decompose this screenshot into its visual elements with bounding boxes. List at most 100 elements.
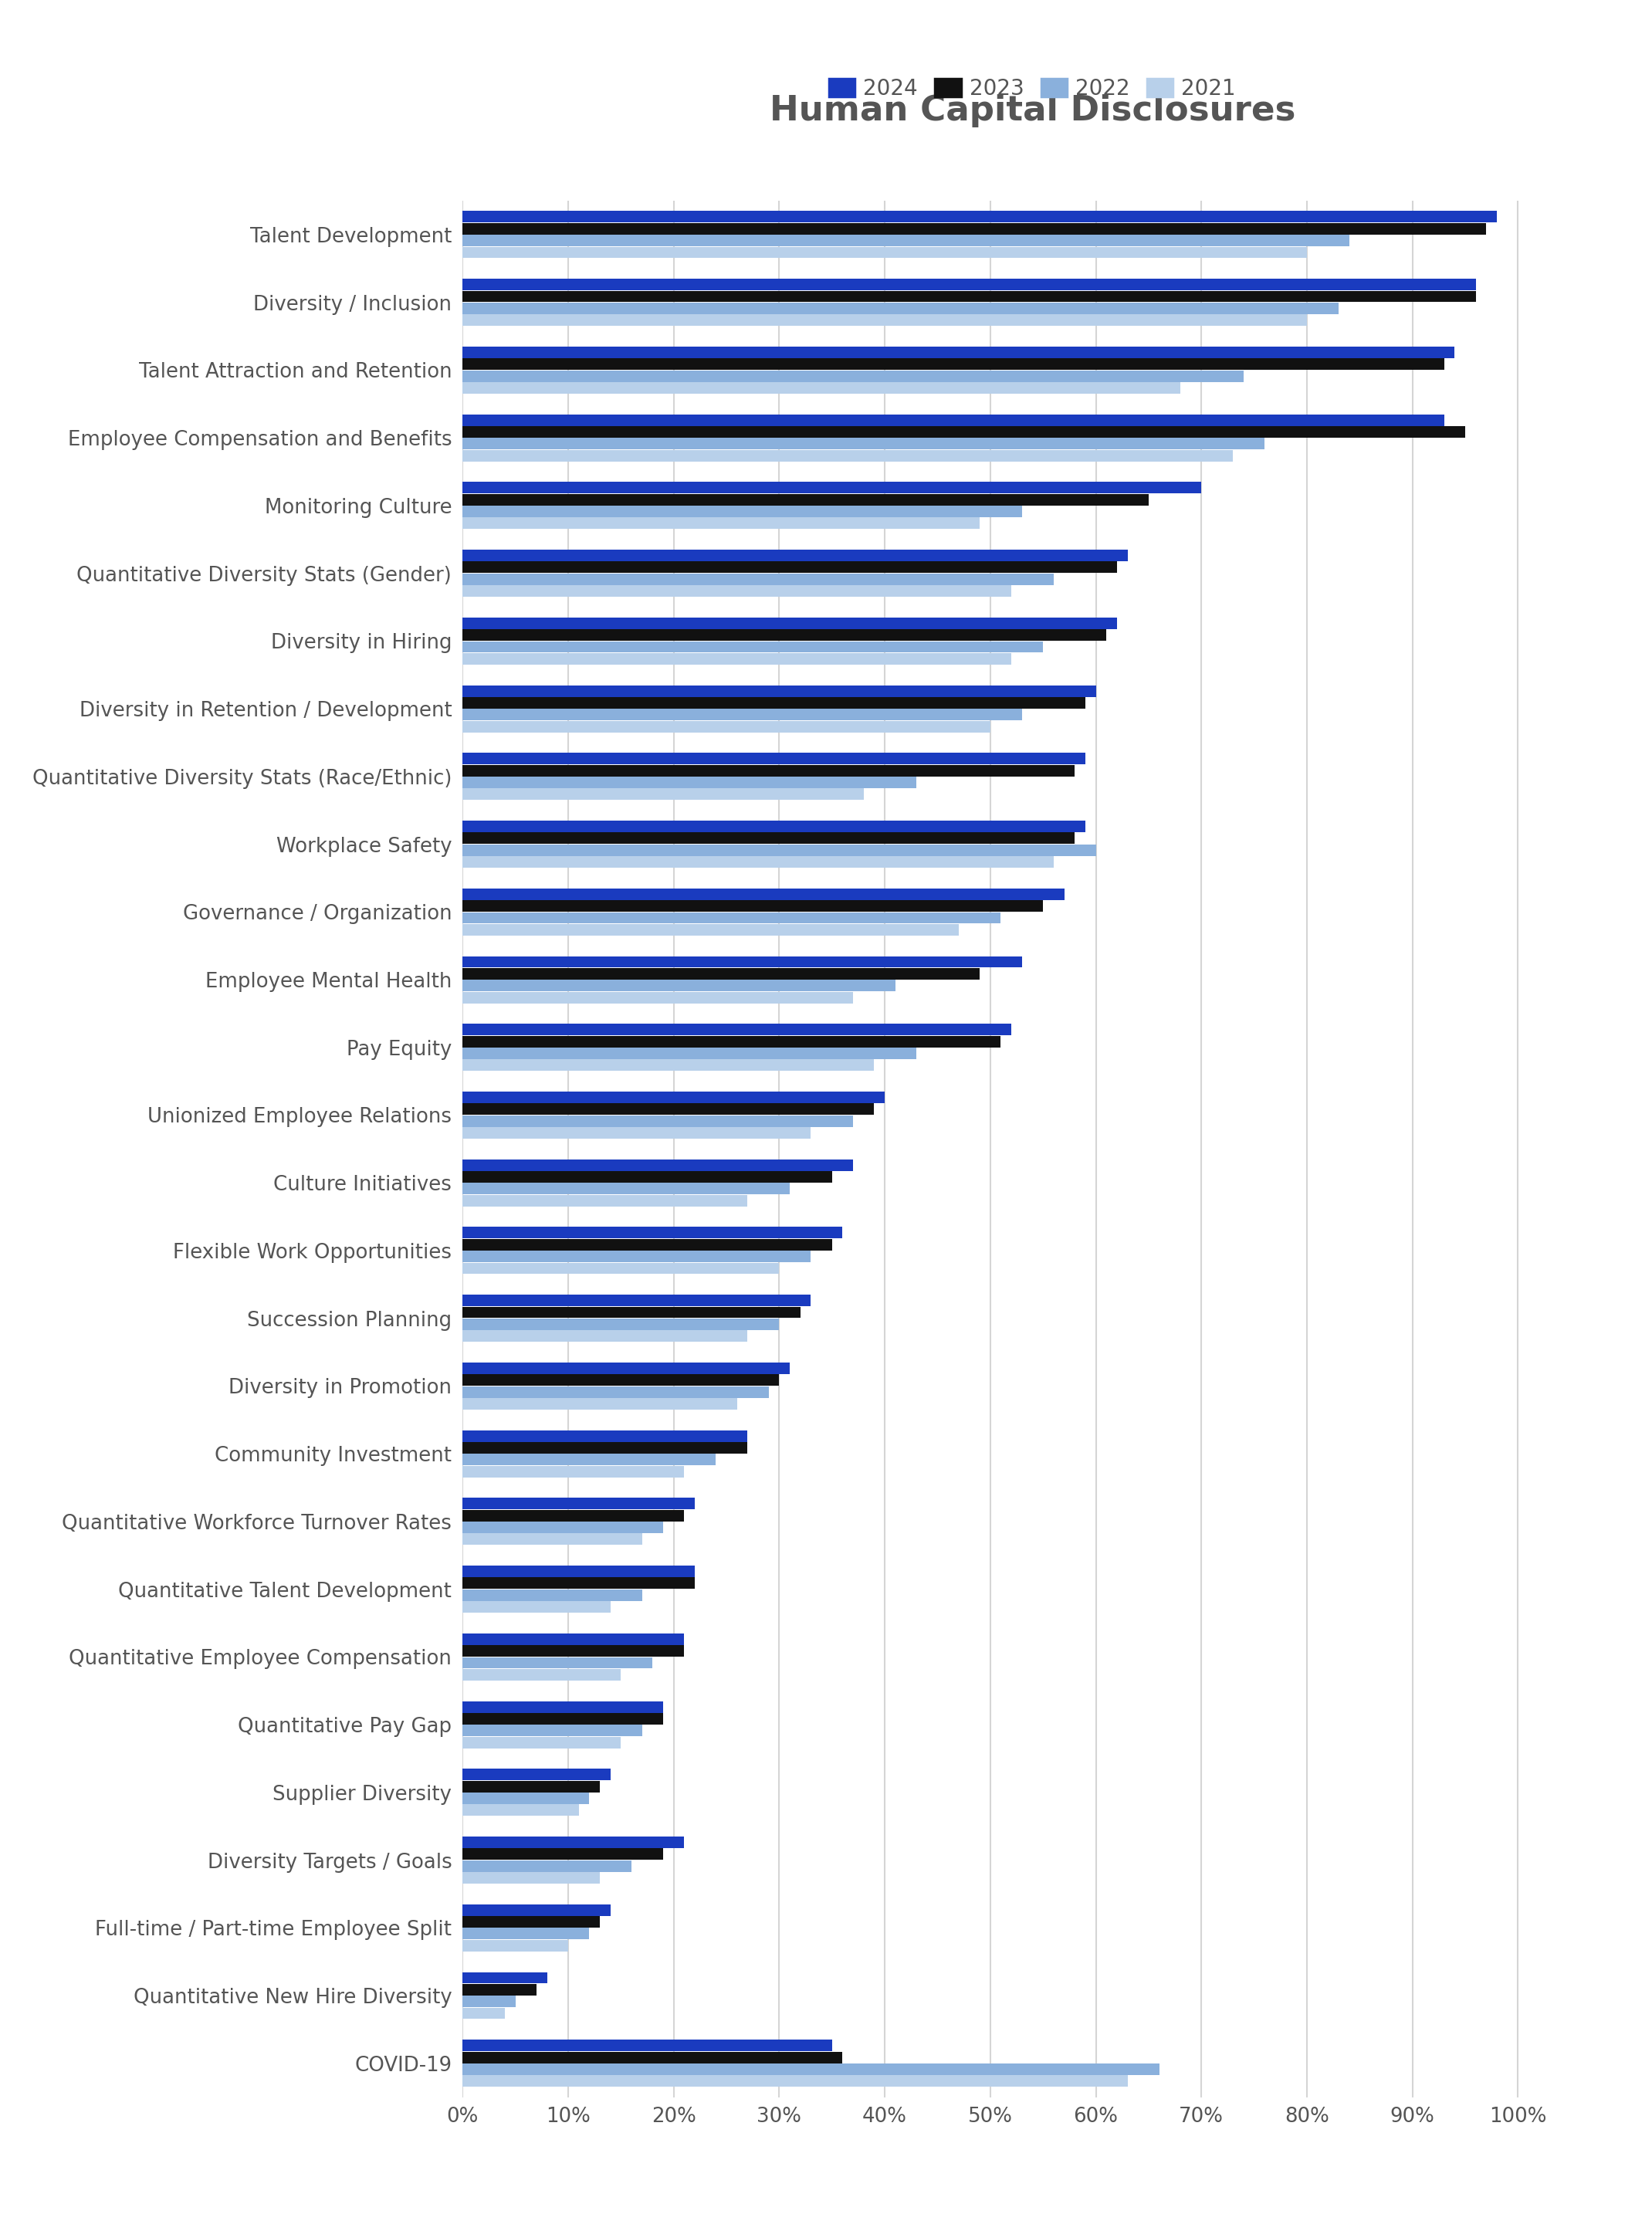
Bar xyxy=(463,1466,684,1477)
Bar xyxy=(463,776,917,788)
Bar xyxy=(463,248,1307,259)
Bar xyxy=(463,1644,684,1658)
Bar xyxy=(463,1566,695,1577)
Bar xyxy=(463,629,1107,640)
Bar xyxy=(463,991,852,1004)
Bar xyxy=(463,640,1042,654)
Bar xyxy=(463,1972,547,1983)
Bar xyxy=(463,1430,747,1441)
Bar xyxy=(463,1441,747,1455)
Bar xyxy=(463,1928,590,1939)
Bar xyxy=(463,1127,811,1138)
Bar xyxy=(463,901,1042,912)
Bar xyxy=(463,451,1232,462)
Bar xyxy=(463,1182,790,1194)
Bar xyxy=(463,290,1475,301)
Bar xyxy=(463,493,1148,506)
Bar xyxy=(463,2039,833,2050)
Bar xyxy=(463,912,1001,924)
Bar xyxy=(463,303,1338,315)
Bar xyxy=(463,1939,568,1952)
Bar xyxy=(463,279,1475,290)
Bar xyxy=(463,1330,747,1341)
Bar xyxy=(463,843,1095,857)
Bar xyxy=(463,1060,874,1071)
Bar xyxy=(463,721,990,732)
Bar xyxy=(463,426,1465,437)
Bar xyxy=(463,315,1307,326)
Bar xyxy=(463,857,1054,868)
Bar xyxy=(463,1769,610,1780)
Bar xyxy=(463,1399,737,1410)
Bar xyxy=(463,482,1201,493)
Bar xyxy=(463,979,895,991)
Bar xyxy=(463,1849,662,1861)
Bar xyxy=(463,1805,578,1816)
Bar xyxy=(463,1238,833,1249)
Bar xyxy=(463,1363,790,1374)
Bar xyxy=(463,506,1023,518)
Bar xyxy=(463,1307,800,1319)
Bar xyxy=(463,1104,874,1116)
Bar xyxy=(463,1588,643,1602)
Bar xyxy=(463,832,1075,843)
Bar xyxy=(463,821,1085,832)
Bar xyxy=(463,1983,537,1995)
Bar xyxy=(463,1872,600,1883)
Bar xyxy=(463,696,1085,709)
Bar xyxy=(463,1049,917,1060)
Bar xyxy=(463,2008,506,2019)
Bar xyxy=(463,1861,631,1872)
Bar xyxy=(463,1633,684,1644)
Bar xyxy=(463,1385,768,1397)
Bar xyxy=(463,1035,1001,1046)
Bar xyxy=(463,1455,715,1466)
Bar xyxy=(463,1263,780,1274)
Legend: 2024, 2023, 2022, 2021: 2024, 2023, 2022, 2021 xyxy=(821,69,1244,107)
Bar xyxy=(463,1791,590,1805)
Bar xyxy=(463,573,1054,585)
Bar xyxy=(463,1577,695,1588)
Bar xyxy=(463,888,1064,899)
Bar xyxy=(463,1713,662,1725)
Bar xyxy=(463,1997,515,2008)
Bar xyxy=(463,585,1011,598)
Bar xyxy=(463,1916,600,1928)
Bar xyxy=(463,752,1085,765)
Bar xyxy=(463,1319,780,1330)
Bar xyxy=(463,1510,684,1522)
Bar xyxy=(463,1725,643,1736)
Bar xyxy=(463,2064,1160,2075)
Bar xyxy=(463,1171,833,1182)
Bar xyxy=(463,2053,843,2064)
Bar xyxy=(463,212,1497,223)
Bar xyxy=(463,437,1265,448)
Bar xyxy=(463,1252,811,1263)
Bar xyxy=(463,1780,600,1791)
Bar xyxy=(463,370,1244,382)
Bar xyxy=(463,968,980,979)
Bar xyxy=(463,1294,811,1307)
Bar xyxy=(463,1836,684,1847)
Bar xyxy=(463,957,1023,968)
Bar xyxy=(463,1700,662,1713)
Bar xyxy=(463,1669,621,1680)
Bar xyxy=(463,1024,1011,1035)
Bar xyxy=(463,1160,852,1171)
Bar xyxy=(463,223,1487,234)
Bar xyxy=(463,1374,780,1385)
Bar xyxy=(463,2075,1127,2086)
Bar xyxy=(463,562,1117,573)
Bar xyxy=(463,518,980,529)
Title: Human Capital Disclosures: Human Capital Disclosures xyxy=(770,94,1295,127)
Bar xyxy=(463,924,958,935)
Bar xyxy=(463,1522,662,1533)
Bar xyxy=(463,1533,643,1546)
Bar xyxy=(463,415,1444,426)
Bar xyxy=(463,359,1444,370)
Bar xyxy=(463,618,1117,629)
Bar xyxy=(463,1736,621,1749)
Bar xyxy=(463,1227,843,1238)
Bar xyxy=(463,788,864,801)
Bar xyxy=(463,1905,610,1916)
